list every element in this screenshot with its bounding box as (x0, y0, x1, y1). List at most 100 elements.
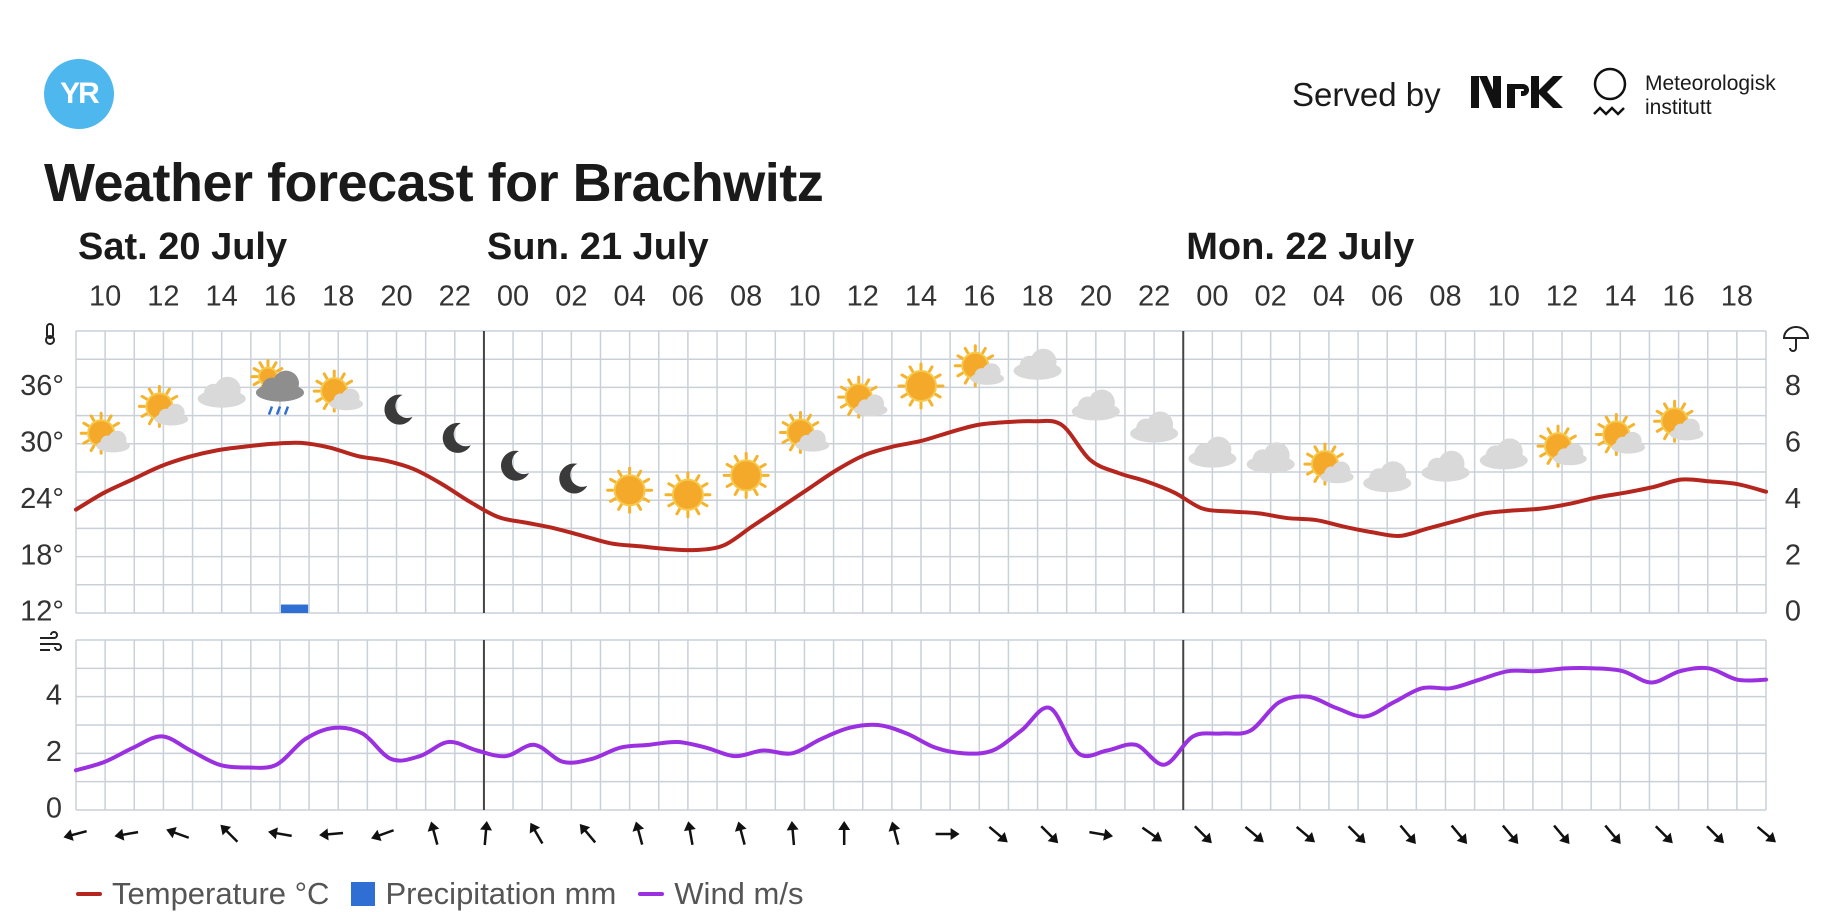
sun-ray (1680, 402, 1687, 410)
sun-ray (675, 474, 681, 482)
arrow-head (529, 822, 541, 834)
cloudy-icon (1246, 442, 1295, 474)
cloud-puff (1380, 461, 1407, 488)
wind-direction-arrow (1501, 824, 1519, 844)
sun-ray (315, 397, 323, 403)
hour-tick-label: 12 (1546, 281, 1578, 313)
partly-cloudy-sun-icon (79, 411, 130, 455)
cloud-puff (1205, 436, 1232, 463)
sun-ray (1622, 415, 1628, 423)
wind-direction-arrow (268, 827, 292, 840)
sun-ray (1604, 415, 1611, 423)
partly-cloudy-sun-icon (778, 411, 830, 455)
moon-shape (442, 422, 471, 453)
nrk-logo[interactable] (1471, 76, 1563, 108)
arrow-head (1713, 832, 1724, 844)
sun-ray (271, 361, 278, 369)
sun-ray (345, 379, 354, 386)
sun-ray (781, 421, 789, 427)
partly-cloudy-sun-icon (137, 384, 189, 428)
wind-direction-arrow (935, 828, 960, 840)
hour-tick-label: 00 (497, 281, 529, 313)
cloud-puff (1565, 443, 1584, 462)
hour-tick-label: 20 (380, 281, 412, 313)
met-institute-logo[interactable] (1592, 64, 1632, 124)
cloud-puff (1088, 389, 1115, 416)
arrow-head (950, 828, 960, 840)
cloud-puff (1681, 418, 1700, 437)
rain-drop (267, 406, 274, 416)
sun-ray (1604, 445, 1611, 454)
sun-disc (730, 459, 763, 492)
partly-cloudy-sun-icon (953, 344, 1005, 388)
sun-ray (1569, 434, 1577, 441)
sun-ray (908, 365, 914, 373)
arrow-head (888, 821, 901, 832)
met-institute-text: Meteorologisk institutt (1645, 72, 1776, 119)
wind-direction-arrow (988, 825, 1008, 843)
moon-icon (384, 394, 413, 425)
arrow-head (1559, 833, 1570, 844)
cloud-puff (214, 376, 241, 403)
arrow-head (579, 824, 591, 835)
wind-direction-arrow (220, 824, 239, 843)
hour-tick-label: 16 (963, 281, 995, 313)
hour-tick-label: 16 (264, 281, 296, 313)
sun-ray (733, 454, 740, 463)
temperature-tick-label: 30° (20, 426, 64, 458)
arrow-head (63, 829, 74, 841)
wind-direction-arrow (1295, 825, 1316, 843)
sun-icon (897, 362, 945, 410)
cloud-puff (166, 403, 185, 422)
sun-ray (694, 474, 701, 482)
hour-tick-label: 22 (1138, 281, 1170, 313)
sun-ray (258, 361, 264, 369)
day-label: Mon. 22 July (1186, 226, 1414, 268)
hour-tick-label: 08 (1429, 281, 1461, 313)
cloud-puff (108, 430, 127, 449)
arrow-head (734, 821, 747, 832)
sun-ray (870, 385, 878, 392)
arrow-head (632, 821, 645, 832)
hour-tick-label: 12 (147, 281, 179, 313)
arrow-head (166, 826, 177, 839)
cloud-puff (1623, 431, 1642, 451)
umbrella-handle (1789, 338, 1797, 352)
temperature-tick-label: 18° (20, 539, 64, 571)
sun-icon (606, 466, 654, 514)
thermometer-icon (45, 323, 55, 345)
sun-ray (1313, 445, 1319, 453)
sun-ray (1539, 452, 1547, 458)
umbrella-canopy (1782, 326, 1810, 339)
hour-tick-label: 14 (905, 281, 937, 313)
cloudy-icon (197, 376, 246, 408)
sun-ray (112, 421, 120, 428)
wind-direction-arrow (1194, 825, 1212, 844)
sun-ray (1627, 422, 1636, 429)
wind-tick-label: 2 (46, 736, 62, 768)
cloudy-icon (1363, 461, 1412, 493)
sun-ray (811, 421, 820, 427)
hour-tick-label: 10 (1488, 281, 1520, 313)
sun-ray (147, 417, 154, 426)
precipitation-tick-label: 4 (1785, 483, 1801, 515)
precipitation-tick-label: 8 (1785, 370, 1801, 402)
sun-ray (847, 408, 853, 416)
sun-ray (1306, 470, 1314, 476)
sun-ray (788, 444, 795, 452)
yr-logo[interactable]: YR (44, 59, 114, 129)
wind-direction-arrow (786, 821, 799, 846)
sun-ray (934, 392, 942, 399)
sun-ray (667, 501, 675, 508)
sun-icon (722, 451, 770, 499)
hour-tick-label: 14 (1604, 281, 1636, 313)
arrow-head (1507, 833, 1519, 844)
cloud-puff (1263, 442, 1290, 469)
wind-direction-arrow (1756, 825, 1776, 843)
arrow-head (1201, 832, 1212, 844)
sun-ray (636, 503, 643, 511)
cloudy-icon (1479, 438, 1528, 470)
legend-temperature-swatch (76, 892, 102, 896)
sun-ray (636, 469, 643, 478)
sun-ray (753, 454, 759, 463)
